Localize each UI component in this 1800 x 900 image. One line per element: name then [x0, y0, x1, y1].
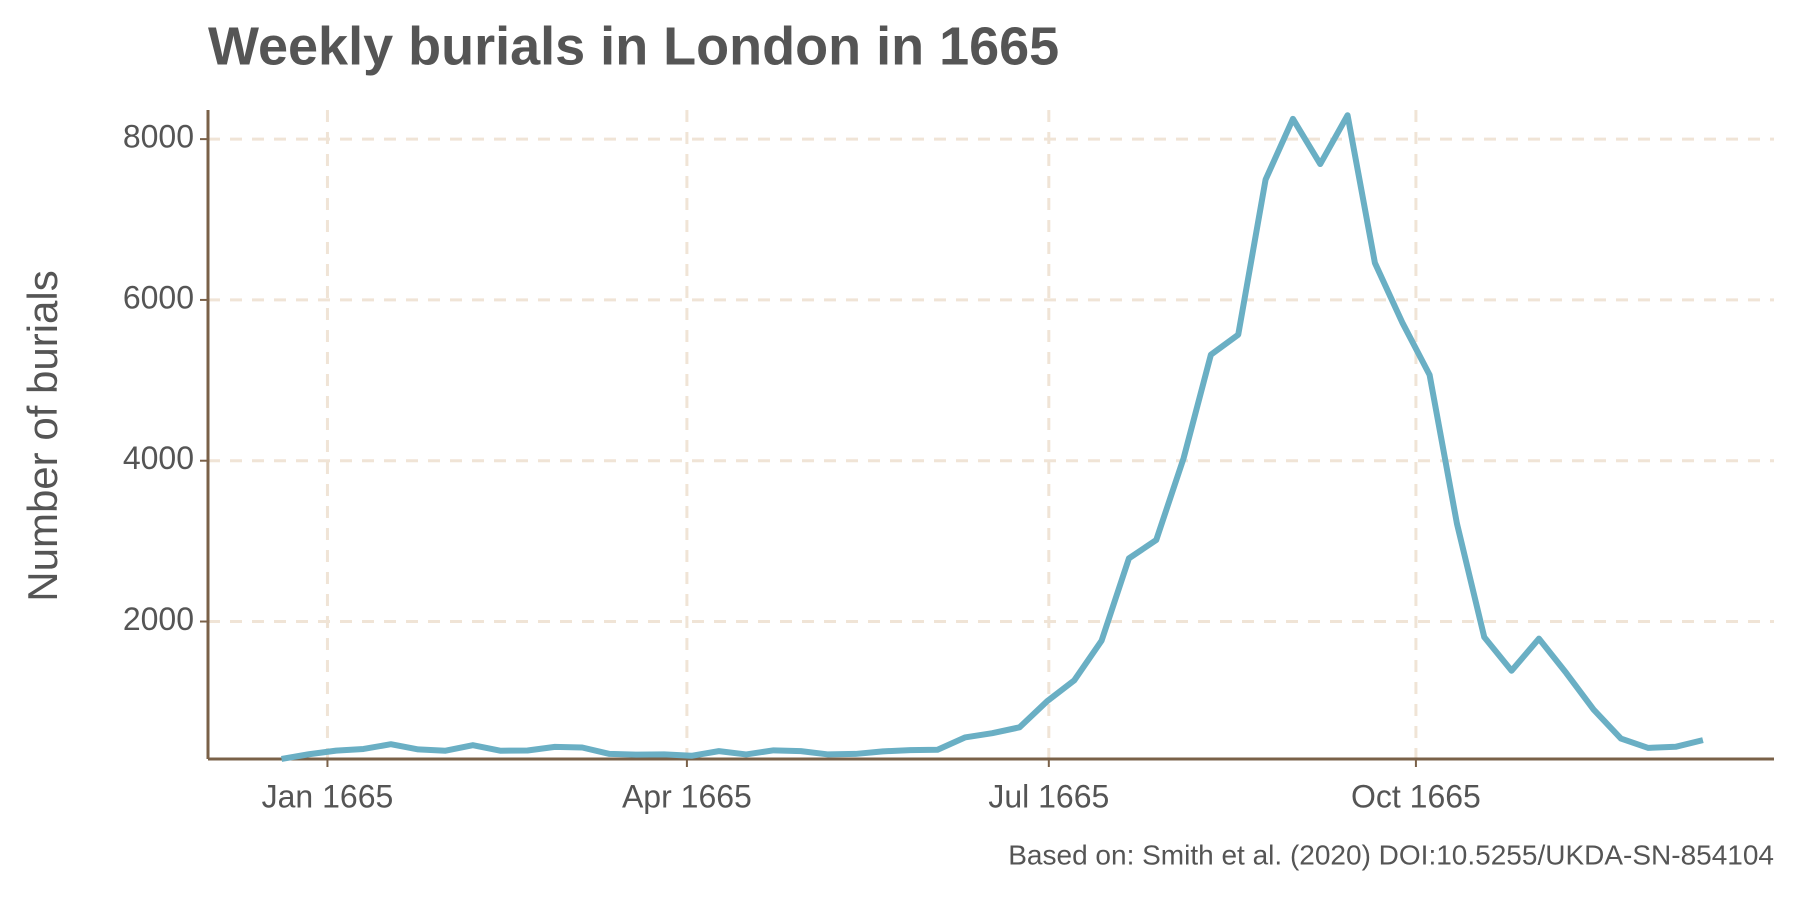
chart-title: Weekly burials in London in 1665 — [208, 16, 1059, 76]
data-line — [281, 112, 1704, 762]
y-tick-label: 2000 — [123, 601, 194, 637]
x-tick-label: Jan 1665 — [262, 778, 394, 814]
y-tick-label: 6000 — [123, 279, 194, 315]
caption: Based on: Smith et al. (2020) DOI:10.525… — [1008, 839, 1774, 870]
y-axis-label: Number of burials — [19, 270, 66, 601]
y-tick-label: 8000 — [123, 119, 194, 155]
x-tick-label: Jul 1665 — [988, 778, 1109, 814]
x-tick-label: Oct 1665 — [1351, 778, 1481, 814]
y-tick-label: 4000 — [123, 440, 194, 476]
x-tick-label: Apr 1665 — [622, 778, 752, 814]
